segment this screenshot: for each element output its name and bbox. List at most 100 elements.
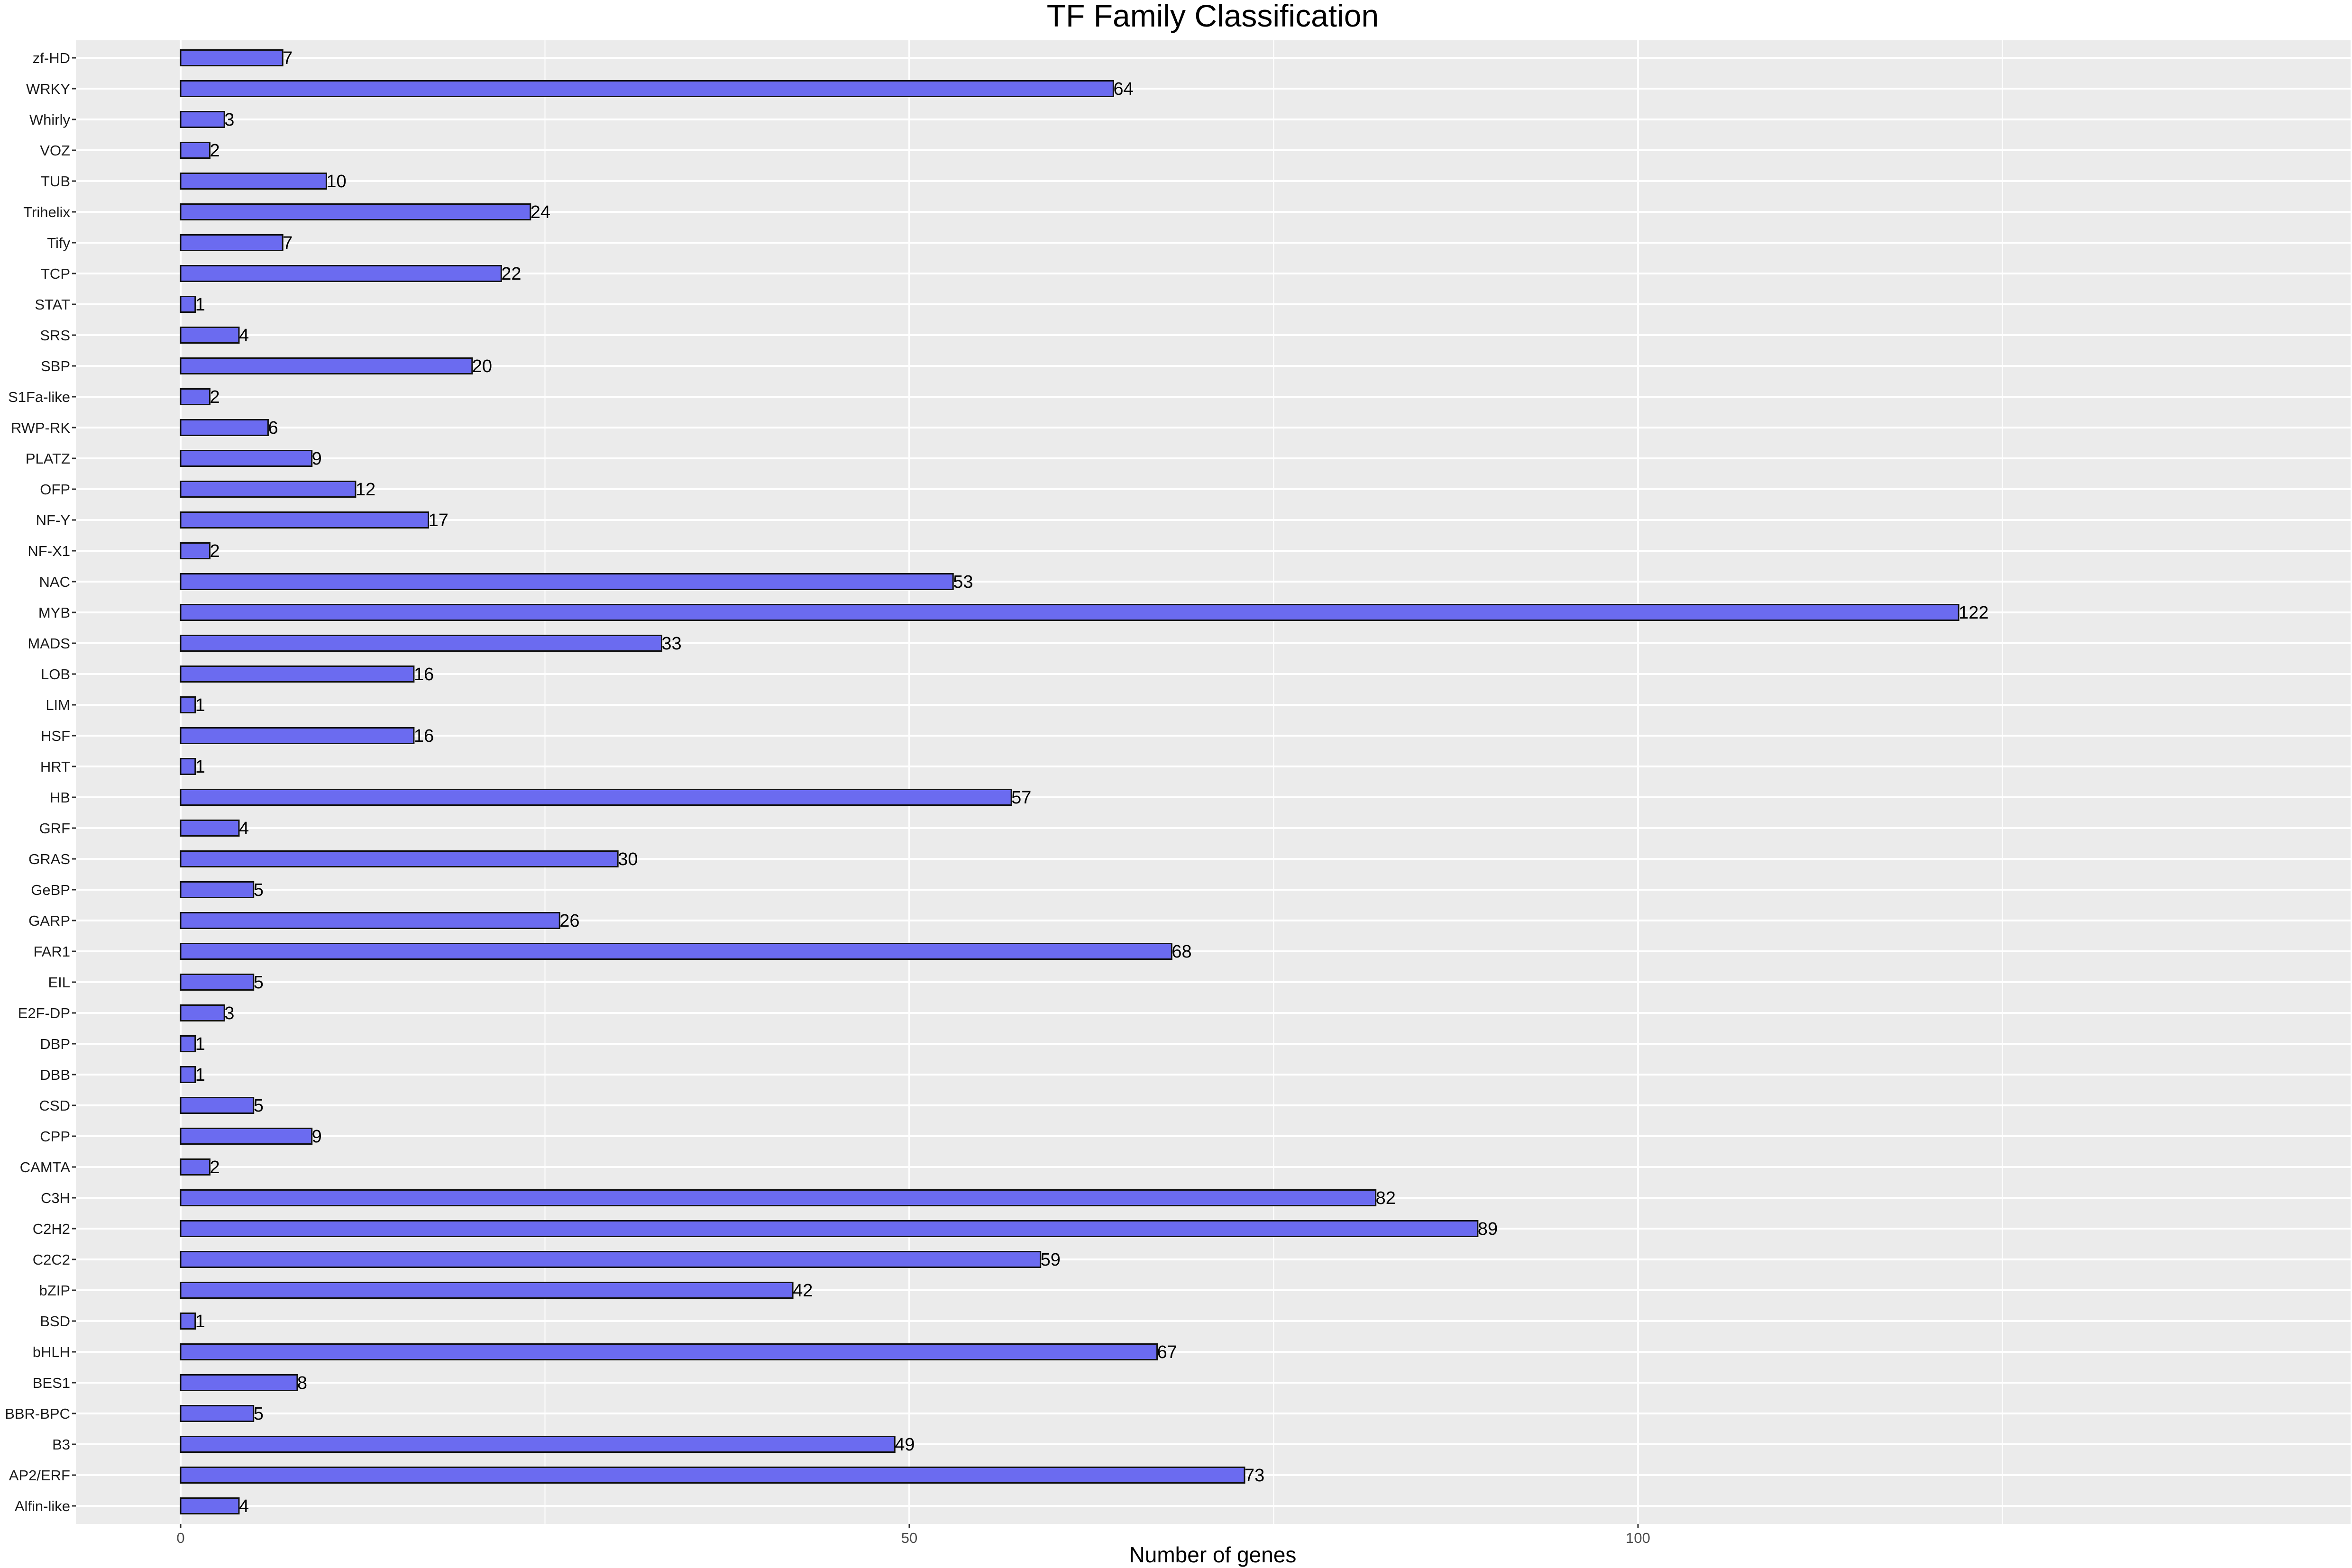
bar xyxy=(180,49,284,66)
data-label: 64 xyxy=(1113,79,1133,99)
data-label: 59 xyxy=(1041,1250,1061,1270)
y-tick-label: Whirly xyxy=(29,111,71,128)
data-label: 2 xyxy=(210,141,220,161)
bar xyxy=(180,789,1012,806)
y-tick-label: GARP xyxy=(28,912,70,929)
y-tick-label: SBP xyxy=(41,358,70,374)
plot-panel xyxy=(76,40,2351,1524)
data-label: 9 xyxy=(312,449,322,469)
y-tick-label: AP2/ERF xyxy=(9,1467,70,1484)
data-label: 42 xyxy=(793,1281,813,1301)
bar xyxy=(180,850,619,867)
y-tick-label: FAR1 xyxy=(33,943,70,960)
data-label: 89 xyxy=(1478,1219,1498,1239)
y-tick-label: CPP xyxy=(40,1128,70,1145)
y-tick-label: HB xyxy=(50,789,70,806)
bar xyxy=(180,388,210,405)
bar xyxy=(180,542,210,559)
data-label: 5 xyxy=(254,973,264,993)
data-label: 5 xyxy=(254,1404,264,1424)
data-label: 30 xyxy=(618,849,638,869)
bar xyxy=(180,173,327,190)
bar xyxy=(180,1374,298,1391)
bar xyxy=(180,111,225,128)
x-axis-label: Number of genes xyxy=(1129,1542,1297,1567)
x-tick-label: 100 xyxy=(1626,1530,1650,1546)
data-label: 8 xyxy=(297,1373,307,1393)
bar xyxy=(180,481,357,498)
y-tick-label: CAMTA xyxy=(20,1159,71,1176)
data-label: 57 xyxy=(1011,788,1031,808)
y-tick-label: VOZ xyxy=(40,142,70,159)
bar xyxy=(180,1004,225,1021)
bar xyxy=(180,1158,210,1176)
y-tick-label: TCP xyxy=(41,265,70,282)
y-tick-label: BSD xyxy=(40,1313,70,1330)
bar xyxy=(180,1035,196,1052)
y-tick-label: bZIP xyxy=(39,1282,70,1299)
bar xyxy=(180,296,196,313)
y-tick-label: SRS xyxy=(40,327,70,344)
data-label: 122 xyxy=(1958,603,1988,623)
bar xyxy=(180,1313,196,1330)
data-label: 7 xyxy=(283,48,293,68)
bar xyxy=(180,635,662,652)
bar xyxy=(180,974,255,991)
data-label: 1 xyxy=(195,695,205,715)
y-tick-label: TUB xyxy=(41,173,70,190)
y-tick-label: PLATZ xyxy=(26,450,70,467)
y-tick-label: GeBP xyxy=(31,882,70,898)
data-label: 9 xyxy=(312,1127,322,1147)
y-tick-label: RWP-RK xyxy=(11,419,70,436)
y-tick-label: Alfin-like xyxy=(15,1498,70,1514)
y-tick-label: C2C2 xyxy=(33,1251,70,1268)
y-axis: zf-HD WRKY Whirly VOZ TUB Trihelix Tify TCP STAT… xyxy=(5,50,76,1514)
bars-group: 7643210247221420269121725312233161161574… xyxy=(180,48,1989,1516)
y-tick-label: B3 xyxy=(52,1436,70,1453)
x-axis: 0 50 100 xyxy=(176,1524,1650,1546)
data-label: 16 xyxy=(414,665,434,684)
y-tick-label: NF-X1 xyxy=(27,543,70,559)
bar xyxy=(180,1343,1158,1360)
data-label: 67 xyxy=(1157,1342,1177,1362)
bar xyxy=(180,1220,1479,1237)
data-label: 33 xyxy=(661,634,681,654)
bar xyxy=(180,1282,794,1299)
data-label: 6 xyxy=(268,418,278,438)
y-tick-label: LIM xyxy=(46,697,70,713)
data-label: 24 xyxy=(531,202,550,222)
bar xyxy=(180,1189,1377,1206)
bar xyxy=(180,142,210,159)
bar xyxy=(180,820,240,837)
bar xyxy=(180,1128,313,1145)
y-tick-label: HRT xyxy=(40,758,70,775)
y-tick-label: BBR-BPC xyxy=(5,1405,70,1422)
data-label: 1 xyxy=(195,295,205,315)
bar xyxy=(180,203,531,220)
data-label: 1 xyxy=(195,1065,205,1085)
y-tick-label: NF-Y xyxy=(36,512,70,529)
data-label: 2 xyxy=(210,387,220,407)
data-label: 22 xyxy=(501,264,521,284)
data-label: 12 xyxy=(356,480,375,500)
bar xyxy=(180,419,269,436)
data-label: 10 xyxy=(326,172,346,191)
data-label: 5 xyxy=(254,880,264,900)
data-label: 26 xyxy=(559,911,579,931)
bar xyxy=(180,1497,240,1514)
bar xyxy=(180,604,1959,621)
bar xyxy=(180,758,196,775)
bar xyxy=(180,327,240,344)
data-label: 4 xyxy=(239,1496,249,1516)
y-tick-label: STAT xyxy=(35,296,70,313)
x-tick-label: 50 xyxy=(901,1530,917,1546)
data-label: 4 xyxy=(239,326,249,346)
data-label: 82 xyxy=(1376,1188,1396,1208)
bar xyxy=(180,573,954,590)
y-tick-label: EIL xyxy=(48,974,70,991)
y-tick-label: HSF xyxy=(41,728,70,744)
data-label: 1 xyxy=(195,1312,205,1331)
y-tick-label: zf-HD xyxy=(33,50,70,66)
bar xyxy=(180,912,560,929)
